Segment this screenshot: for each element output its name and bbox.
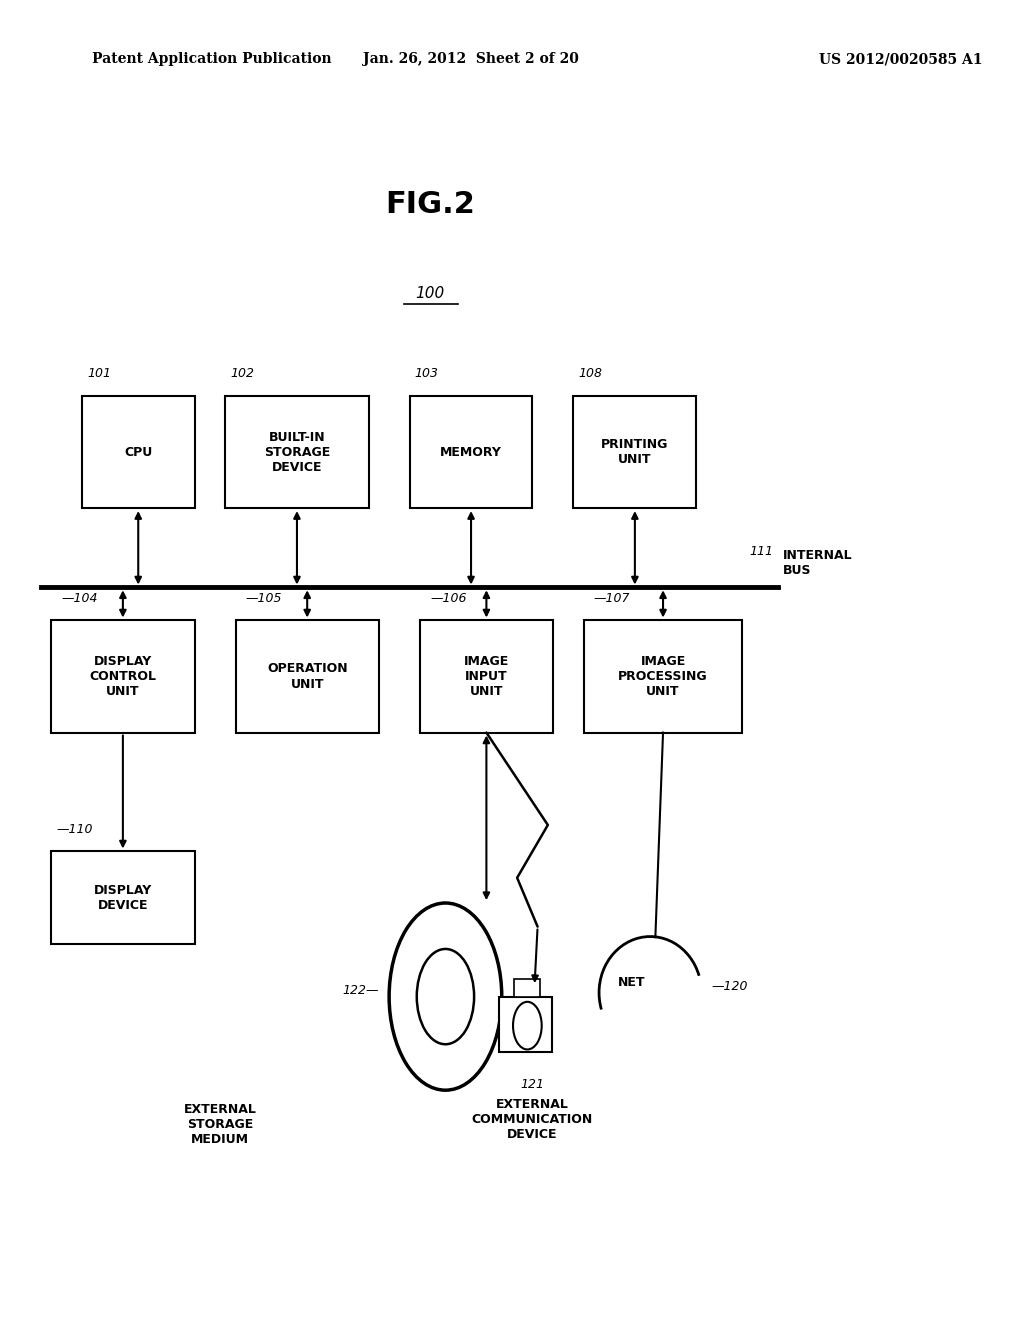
Text: —110: —110 [56,822,93,836]
Text: Patent Application Publication: Patent Application Publication [92,53,332,66]
Text: —104: —104 [61,591,98,605]
Text: IMAGE
PROCESSING
UNIT: IMAGE PROCESSING UNIT [618,655,708,698]
FancyBboxPatch shape [514,979,540,997]
Text: Jan. 26, 2012  Sheet 2 of 20: Jan. 26, 2012 Sheet 2 of 20 [364,53,579,66]
Text: 111: 111 [750,545,773,558]
Text: —106: —106 [430,591,467,605]
Text: 108: 108 [579,367,602,380]
FancyBboxPatch shape [410,396,532,508]
FancyBboxPatch shape [236,620,379,733]
FancyBboxPatch shape [573,396,696,508]
Text: CPU: CPU [124,446,153,458]
Text: 121: 121 [520,1078,545,1092]
Text: EXTERNAL
COMMUNICATION
DEVICE: EXTERNAL COMMUNICATION DEVICE [472,1098,593,1142]
FancyBboxPatch shape [584,620,742,733]
Text: —107: —107 [594,591,631,605]
Text: 122—: 122— [342,983,379,997]
Text: 101: 101 [87,367,111,380]
FancyBboxPatch shape [499,997,552,1052]
Text: IMAGE
INPUT
UNIT: IMAGE INPUT UNIT [464,655,509,698]
Text: —120: —120 [712,979,749,993]
FancyBboxPatch shape [51,620,195,733]
Text: 100: 100 [416,285,444,301]
Text: —105: —105 [246,591,283,605]
FancyBboxPatch shape [225,396,369,508]
Text: MEMORY: MEMORY [440,446,502,458]
FancyBboxPatch shape [51,851,195,944]
Text: US 2012/0020585 A1: US 2012/0020585 A1 [819,53,983,66]
Text: INTERNAL
BUS: INTERNAL BUS [783,549,853,577]
Text: OPERATION
UNIT: OPERATION UNIT [267,663,347,690]
Text: PRINTING
UNIT: PRINTING UNIT [601,438,669,466]
Text: NET: NET [618,975,645,989]
Text: DISPLAY
CONTROL
UNIT: DISPLAY CONTROL UNIT [89,655,157,698]
Text: 102: 102 [230,367,254,380]
Text: BUILT-IN
STORAGE
DEVICE: BUILT-IN STORAGE DEVICE [264,430,330,474]
FancyBboxPatch shape [82,396,195,508]
FancyBboxPatch shape [420,620,553,733]
Text: DISPLAY
DEVICE: DISPLAY DEVICE [94,883,152,912]
Text: EXTERNAL
STORAGE
MEDIUM: EXTERNAL STORAGE MEDIUM [183,1104,257,1146]
Text: 103: 103 [415,367,438,380]
Text: FIG.2: FIG.2 [385,190,475,219]
